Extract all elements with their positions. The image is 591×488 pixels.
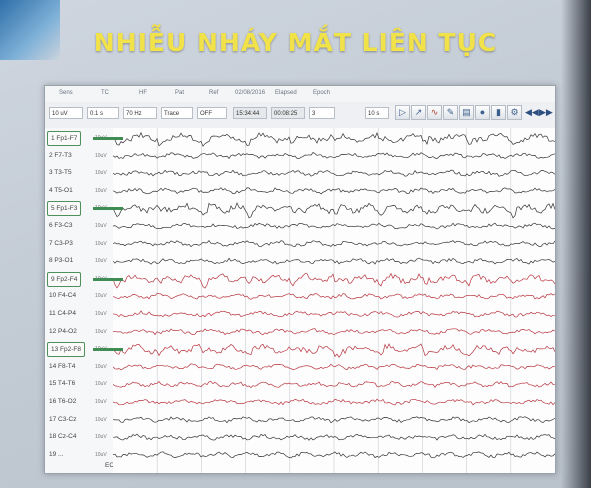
page-back-button[interactable]: ◀◀: [525, 107, 539, 117]
eeg-trace: [113, 240, 555, 248]
settings-icon[interactable]: ⚙: [507, 105, 522, 120]
channel-label[interactable]: 14 F8-T4: [49, 362, 76, 370]
eeg-trace: [113, 257, 555, 265]
pattern-select[interactable]: Trace: [161, 107, 193, 119]
label-tc: TC: [101, 90, 109, 96]
page-speed-select[interactable]: 10 s: [365, 107, 389, 119]
label-epoch: Epoch: [313, 90, 331, 96]
slide-corner-decoration: [0, 0, 60, 60]
eeg-trace: [113, 343, 555, 358]
channel-label[interactable]: 16 T6-O2: [49, 398, 77, 405]
channel-gain: 10uV: [95, 170, 107, 177]
ref-select[interactable]: OFF: [197, 107, 227, 119]
channel-label[interactable]: 19 ...: [49, 450, 64, 458]
eeg-trace: [113, 272, 555, 289]
eeg-trace: [113, 152, 555, 159]
highlight-marker: [93, 137, 123, 140]
channel-gain: 10uV: [95, 399, 107, 405]
chart-icon[interactable]: ▮: [491, 105, 506, 120]
channel-gain: 10uV: [95, 240, 107, 247]
cursor-icon[interactable]: ↗: [411, 105, 426, 120]
eeg-trace: [113, 328, 555, 336]
hf-select[interactable]: 70 Hz: [123, 107, 157, 119]
highlight-marker: [93, 207, 123, 211]
eeg-traces: [113, 128, 555, 473]
ecg-channel-label: ECG: [105, 459, 119, 472]
screen-edge-shadow: [561, 0, 591, 488]
channel-gain: 10uV: [95, 311, 107, 317]
channel-label[interactable]: 8 P3-O1: [49, 257, 74, 265]
label-pat: Pat: [175, 90, 185, 96]
label-sens: Sens: [59, 90, 73, 96]
channel-gain: 10uV: [95, 381, 107, 388]
channel-gain: 10uV: [95, 223, 107, 229]
print-icon[interactable]: ▤: [459, 105, 474, 120]
channel-label[interactable]: 10 F4-C4: [49, 292, 77, 300]
channel-label[interactable]: 3 T3-T5: [49, 169, 72, 177]
channel-gain: 10uV: [95, 416, 107, 423]
channel-label[interactable]: 4 T5-O1: [49, 186, 73, 194]
channel-label[interactable]: 11 C4-P4: [49, 310, 76, 317]
label-date: 02/08/2016: [235, 90, 266, 96]
page-forward-button[interactable]: ▶▶: [539, 107, 553, 117]
eeg-trace: [113, 363, 555, 371]
eeg-viewer-window: Sens TC HF Pat Ref 02/08/2016 Elapsed Ep…: [44, 85, 556, 474]
marker-icon[interactable]: ✎: [443, 105, 458, 120]
channel-label-panel: 1 Fp1-F7 10uV 2 F7-T3 10uV 3 T3-T5 10uV 4 T5-O…: [45, 128, 119, 473]
channel-label[interactable]: 1 Fp1-F7: [47, 131, 82, 146]
tc-select[interactable]: 0.1 s: [87, 107, 119, 119]
highlight-marker: [93, 277, 123, 281]
label-hf: HF: [139, 90, 147, 96]
eeg-trace: [113, 202, 555, 219]
patient-icon[interactable]: ●: [475, 105, 490, 120]
channel-label[interactable]: 9 Fp2-F4: [47, 271, 82, 287]
channel-label[interactable]: 15 T4-T6: [49, 380, 76, 388]
channel-label[interactable]: 18 Cz-C4: [49, 433, 77, 441]
channel-gain: 10uV: [95, 451, 107, 458]
eeg-trace: [113, 433, 555, 441]
channel-label[interactable]: 5 Fp1-F3: [47, 201, 82, 217]
channel-label[interactable]: 6 F3-C3: [49, 222, 73, 229]
eeg-trace: [113, 398, 555, 406]
eeg-trace: [113, 310, 555, 318]
slide-title: NHIỄU NHÁY MẮT LIÊN TỤC: [93, 28, 498, 57]
eeg-trace: [113, 416, 555, 424]
eeg-trace: [113, 131, 555, 147]
channel-gain: 10uV: [95, 293, 107, 300]
channel-label[interactable]: 7 C3-P3: [49, 239, 73, 247]
channel-gain: 10uV: [95, 328, 107, 335]
channel-gain: 10uV: [95, 152, 107, 159]
channel-label[interactable]: 13 Fp2-F8: [47, 342, 85, 358]
eeg-trace-area[interactable]: [113, 128, 555, 473]
highlight-marker: [93, 348, 123, 352]
eeg-trace: [113, 187, 555, 195]
measure-icon[interactable]: ∿: [427, 105, 442, 120]
label-ref: Ref: [209, 90, 219, 96]
epoch-input[interactable]: 3: [309, 107, 335, 119]
eeg-trace: [113, 451, 555, 459]
eeg-trace: [113, 380, 555, 389]
channel-gain: 10uV: [95, 363, 107, 370]
play-icon[interactable]: ▷: [395, 105, 410, 120]
clock-readout: 15:34:44: [233, 107, 267, 119]
channel-gain: 10uV: [95, 187, 107, 194]
channel-label[interactable]: 2 F7-T3: [49, 151, 72, 159]
toolbar-labels: Sens TC HF Pat Ref 02/08/2016 Elapsed Ep…: [45, 90, 555, 100]
eeg-trace: [113, 169, 555, 177]
channel-gain: 10uV: [95, 258, 107, 265]
label-elapsed: Elapsed: [275, 90, 297, 96]
channel-label[interactable]: 12 P4-O2: [49, 327, 77, 335]
eeg-trace: [113, 222, 555, 230]
channel-gain: 10uV: [95, 434, 107, 441]
eeg-trace: [113, 293, 555, 300]
toolbar: 10 uV 0.1 s 70 Hz Trace OFF 15:34:44 00:…: [45, 102, 555, 129]
channel-label[interactable]: 17 C3-Cz: [49, 415, 77, 423]
sens-select[interactable]: 10 uV: [49, 107, 83, 119]
elapsed-readout: 00:08:25: [271, 107, 305, 119]
